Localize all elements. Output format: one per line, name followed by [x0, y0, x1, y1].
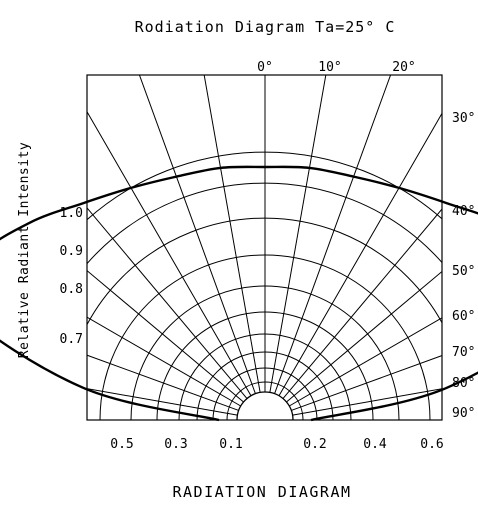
angle-label-right: 70° [452, 345, 475, 360]
grid-spoke [87, 207, 248, 399]
scale-label-bottom: 0.3 [164, 437, 187, 452]
intensity-curve [0, 165, 478, 422]
scale-label-bottom: 0.1 [219, 437, 242, 452]
chart-caption: RADIATION DIAGRAM [172, 483, 351, 501]
angle-label-right: 50° [452, 264, 475, 279]
angle-label-right: 60° [452, 309, 475, 324]
grid-spoke [291, 355, 442, 411]
scale-label-bottom: 0.5 [110, 437, 133, 452]
angle-label-right: 80° [452, 376, 475, 391]
grid-spoke [87, 354, 239, 411]
grid-spoke [87, 110, 252, 397]
angle-label-top: 20° [392, 60, 415, 75]
grid-spoke [286, 270, 442, 403]
intensity-label: 0.9 [60, 244, 83, 259]
grid-spoke [138, 75, 256, 394]
grid-spoke [87, 388, 238, 416]
scale-label-bottom: 0.6 [420, 437, 443, 452]
scale-label-bottom: 0.2 [303, 437, 326, 452]
plot-frame [86, 74, 443, 421]
intensity-label: 0.7 [60, 332, 83, 347]
scale-label-bottom: 0.4 [363, 437, 387, 452]
grid-spoke [269, 75, 327, 393]
curve-layer [0, 165, 478, 422]
grid-spoke [278, 112, 442, 397]
grid-spoke [274, 75, 392, 394]
grid-spoke [87, 269, 244, 403]
axis-labels: 0° 10° 20° 30° 40° 50° 60° 70° 80° 90° 1.0 0.9 0.8 0.… [60, 60, 476, 452]
angle-label-top: 10° [318, 60, 341, 75]
polar-grid [87, 75, 442, 420]
grid-spoke [292, 388, 442, 416]
grid-spoke [87, 316, 242, 407]
angle-label-top: 0° [257, 60, 273, 75]
chart-title: Rodiation Diagram Ta=25° C [135, 18, 396, 36]
angle-label-right: 40° [452, 204, 475, 219]
angle-label-right: 30° [452, 111, 475, 126]
intensity-label: 1.0 [60, 206, 83, 221]
y-axis-label: Relative Radiant Intensity [17, 142, 32, 359]
angle-label-right: 90° [452, 406, 475, 421]
grid-spoke [203, 75, 261, 393]
intensity-label: 0.8 [60, 282, 83, 297]
grid-spoke [282, 208, 442, 399]
